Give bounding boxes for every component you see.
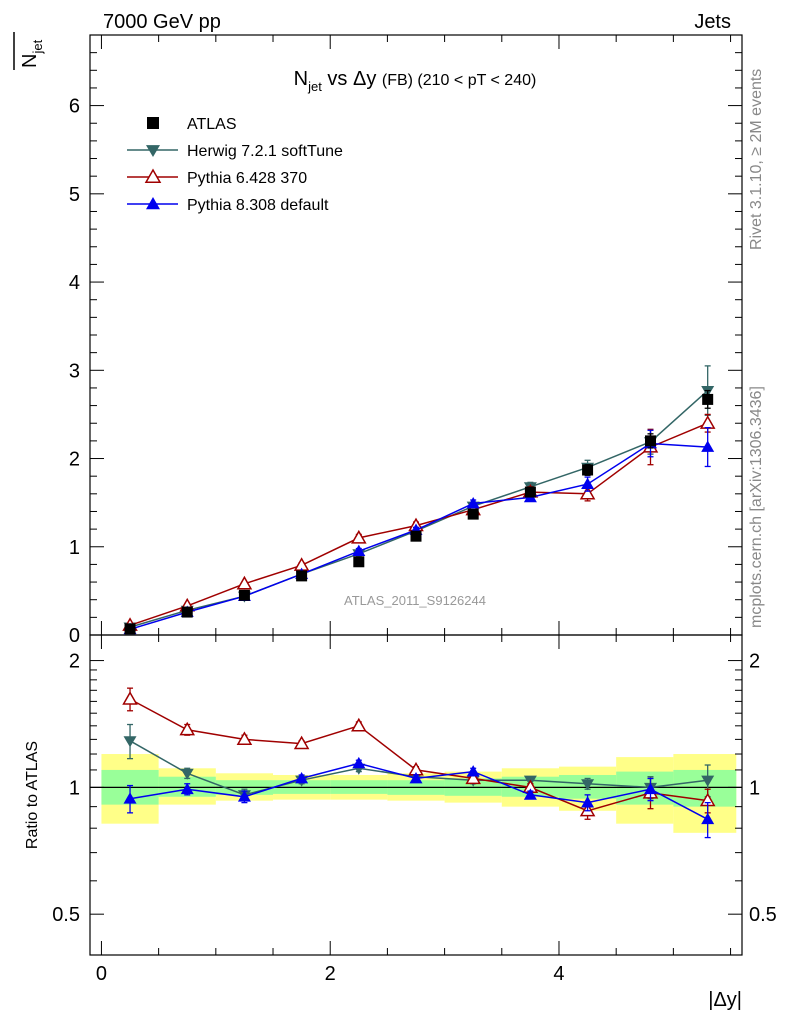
main-data-point [702, 393, 714, 405]
ratio-panel: 0.5 0.5 1 1 2 2 0 2 4 |Δy| Ratio to ATLAS [24, 634, 777, 1011]
ratio-y-tick-label-right: 0.5 [749, 904, 777, 926]
ratio-data-point [351, 717, 367, 732]
main-y-tick-label: 3 [69, 360, 80, 382]
ratio-y-tick-label: 0.5 [52, 904, 80, 926]
ratio-data-point [180, 768, 194, 780]
main-series-line [129, 390, 709, 628]
ratio-data-point [293, 735, 310, 750]
ratio-data-point [122, 691, 138, 705]
legend-marker [146, 145, 160, 157]
ratio-data-point [643, 782, 657, 795]
ratio-data-point [465, 770, 481, 785]
header-right-label: Jets [694, 11, 731, 33]
ratio-data-point [352, 756, 366, 769]
chart-title: Njet vs Δy (FB) (210 < pT < 240) [294, 68, 537, 94]
main-data-point [581, 477, 595, 489]
ratio-data-point [581, 796, 595, 808]
ratio-data-point [581, 779, 595, 791]
main-data-point [351, 529, 367, 544]
main-y-tick-label: 2 [69, 449, 80, 471]
ratio-y-tick-label: 2 [69, 651, 80, 673]
rivet-side-label: Rivet 3.1.10, ≥ 2M events [748, 69, 765, 250]
x-tick-label: 2 [325, 963, 336, 985]
main-data-point [701, 440, 715, 452]
main-y-tick-label: 6 [69, 96, 80, 118]
main-y-axis-label-main: N [19, 54, 41, 68]
main-data-point [699, 415, 716, 429]
ratio-data-point [409, 771, 423, 784]
legend-marker [144, 168, 162, 183]
ratio-data-point [236, 731, 253, 746]
x-tick-label: 0 [96, 963, 107, 985]
ratio-data-point [701, 812, 715, 825]
ratio-y-tick-label-right: 2 [749, 651, 760, 673]
main-data-point [238, 589, 250, 601]
ratio-y-axis-label: Ratio to ATLAS [24, 741, 41, 849]
ratio-data-point [179, 721, 196, 736]
legend-marker [147, 117, 159, 129]
mcplots-side-label: mcplots.cern.ch [arXiv:1306.3436] [748, 386, 765, 628]
main-y-tick-label: 0 [69, 625, 80, 647]
main-y-axis-label-sub: jet [30, 39, 45, 54]
ratio-data-point [523, 788, 537, 800]
main-data-point [582, 464, 594, 476]
chart-title-small: (FB) [382, 72, 413, 89]
ratio-series [123, 756, 715, 839]
main-y-tick-label: 4 [69, 272, 80, 294]
legend-entry-label: Pythia 8.308 default [187, 197, 329, 214]
main-data-point [466, 497, 480, 509]
main-data-point [296, 570, 308, 582]
chart-title-mid: vs Δy [322, 68, 382, 90]
analysis-watermark: ATLAS_2011_S9126244 [344, 593, 486, 608]
legend-entry-label: Herwig 7.2.1 softTune [187, 143, 343, 160]
main-data-point [410, 530, 422, 542]
ratio-data-point [123, 792, 137, 804]
ratio-inner-band [616, 771, 674, 805]
main-series [124, 389, 714, 635]
chart-title-range: (210 < pT < 240) [413, 72, 536, 89]
ratio-data-point [295, 771, 309, 784]
x-tick-label: 4 [553, 963, 564, 985]
main-data-point [467, 508, 479, 520]
main-data-point [236, 575, 253, 590]
ratio-data-point [123, 736, 137, 748]
header-left-label: 7000 GeV pp [103, 11, 221, 33]
ratio-y-tick-label-right: 1 [749, 777, 760, 799]
x-axis-label: |Δy| [708, 989, 742, 1011]
main-y-axis-label: Njet [19, 39, 45, 68]
legend-marker [146, 197, 160, 210]
ratio-data-point [237, 790, 251, 802]
main-data-point [181, 606, 193, 618]
main-data-point [524, 486, 536, 498]
main-data-point [352, 544, 366, 557]
legend-entry-label: ATLAS [187, 116, 237, 133]
main-y-tick-label: 5 [69, 184, 80, 206]
legend-entry-label: Pythia 6.428 370 [187, 170, 307, 187]
chart-title-main: N [294, 68, 308, 90]
main-data-point [353, 556, 365, 568]
main-y-tick-label: 1 [69, 537, 80, 559]
ratio-data-point [701, 775, 715, 787]
main-data-point [644, 435, 656, 447]
ratio-data-point [466, 765, 480, 777]
main-data-point [579, 485, 596, 500]
main-data-point [124, 623, 136, 635]
ratio-data-point [180, 782, 194, 795]
ratio-frame [89, 634, 743, 956]
chart-title-sub: jet [307, 79, 322, 94]
ratio-y-tick-label: 1 [69, 777, 80, 799]
chart-legend: ATLAS Herwig 7.2.1 softTune Pythia 6.428 3… [127, 116, 343, 214]
